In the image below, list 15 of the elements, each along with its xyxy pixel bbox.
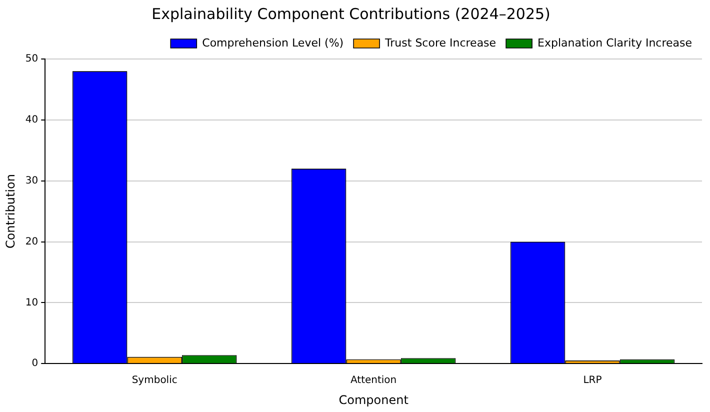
y-tick-label: 50 [25, 54, 38, 65]
y-tick-label: 0 [32, 358, 38, 370]
legend-label: Trust Score Increase [384, 36, 496, 50]
y-tick-label: 40 [25, 114, 38, 126]
y-tick-label: 20 [25, 236, 38, 248]
x-axis-title: Component [338, 392, 409, 407]
legend-label: Explanation Clarity Increase [538, 36, 692, 50]
chart-title: Explainability Component Contributions (2024–2025) [152, 4, 550, 23]
y-tick-label: 10 [25, 297, 38, 308]
x-tick-label: LRP [583, 375, 602, 386]
x-tick-label: Attention [350, 375, 397, 386]
legend-label: Comprehension Level (%) [202, 36, 344, 50]
y-axis-title: Contribution [3, 174, 18, 249]
y-tick-label: 30 [25, 175, 38, 186]
x-tick-label: Symbolic [132, 375, 178, 386]
